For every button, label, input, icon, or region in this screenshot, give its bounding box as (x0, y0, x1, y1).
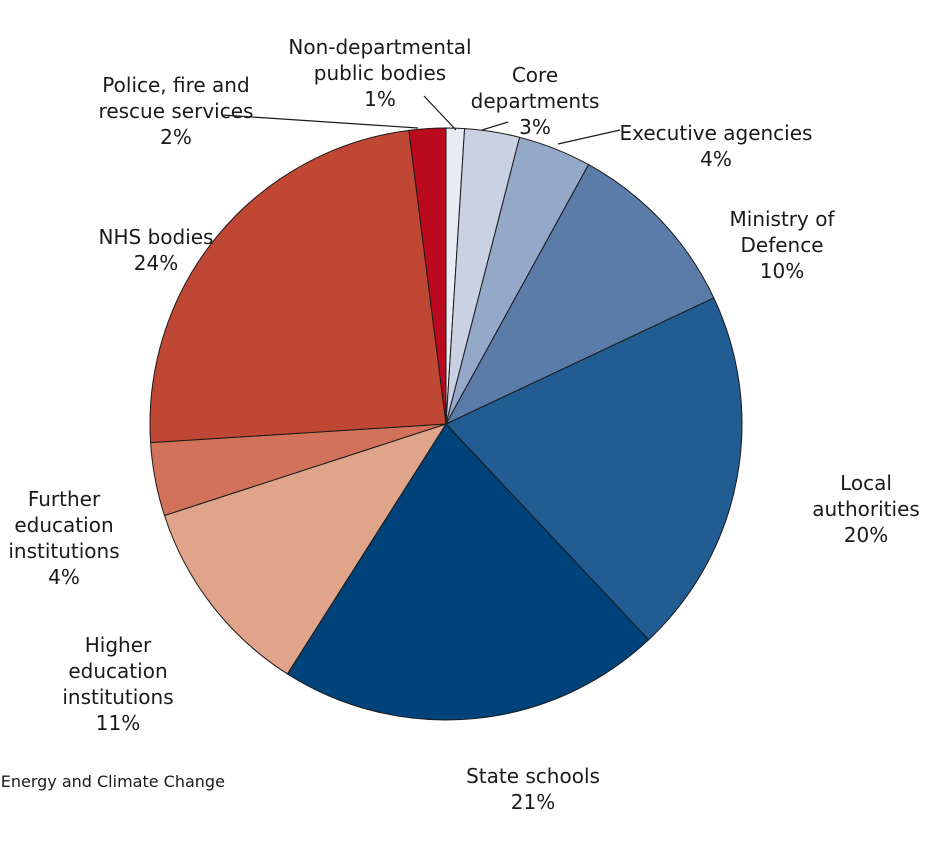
pie-slice-9 (408, 127, 447, 425)
pie-slices (149, 127, 743, 721)
slice-label-core-departments: Core departments 3% (470, 63, 600, 139)
slice-label-ministry-of-defence: Ministry of Defence 10% (729, 207, 835, 283)
pie-slice-3 (444, 163, 715, 426)
pie-slice-5 (286, 423, 650, 721)
slice-label-police-fire-rescue: Police, fire and rescue services 2% (98, 73, 254, 149)
leader-lines (221, 95, 621, 145)
leader-line-2 (557, 129, 621, 145)
leader-line-1 (481, 121, 509, 131)
slice-label-local-authorities: Local authorities 20% (812, 471, 920, 547)
slice-label-non-departmental: Non-departmental public bodies 1% (288, 35, 472, 111)
slice-label-nhs-bodies: NHS bodies 24% (98, 225, 214, 275)
pie-chart (149, 95, 743, 721)
leader-line-0 (423, 95, 457, 131)
leader-line-3 (221, 114, 419, 129)
slice-label-higher-education: Higher education institutions 11% (62, 633, 174, 735)
pie-slice-4 (445, 297, 743, 641)
slice-label-state-schools: State schools 21% (466, 764, 600, 814)
slice-label-further-education: Further education institutions 4% (8, 487, 120, 589)
pie-slice-6 (163, 423, 448, 675)
source-note: f Energy and Climate Change (0, 772, 225, 791)
slice-label-executive-agencies: Executive agencies 4% (619, 121, 813, 171)
pie-slice-8 (149, 129, 447, 444)
